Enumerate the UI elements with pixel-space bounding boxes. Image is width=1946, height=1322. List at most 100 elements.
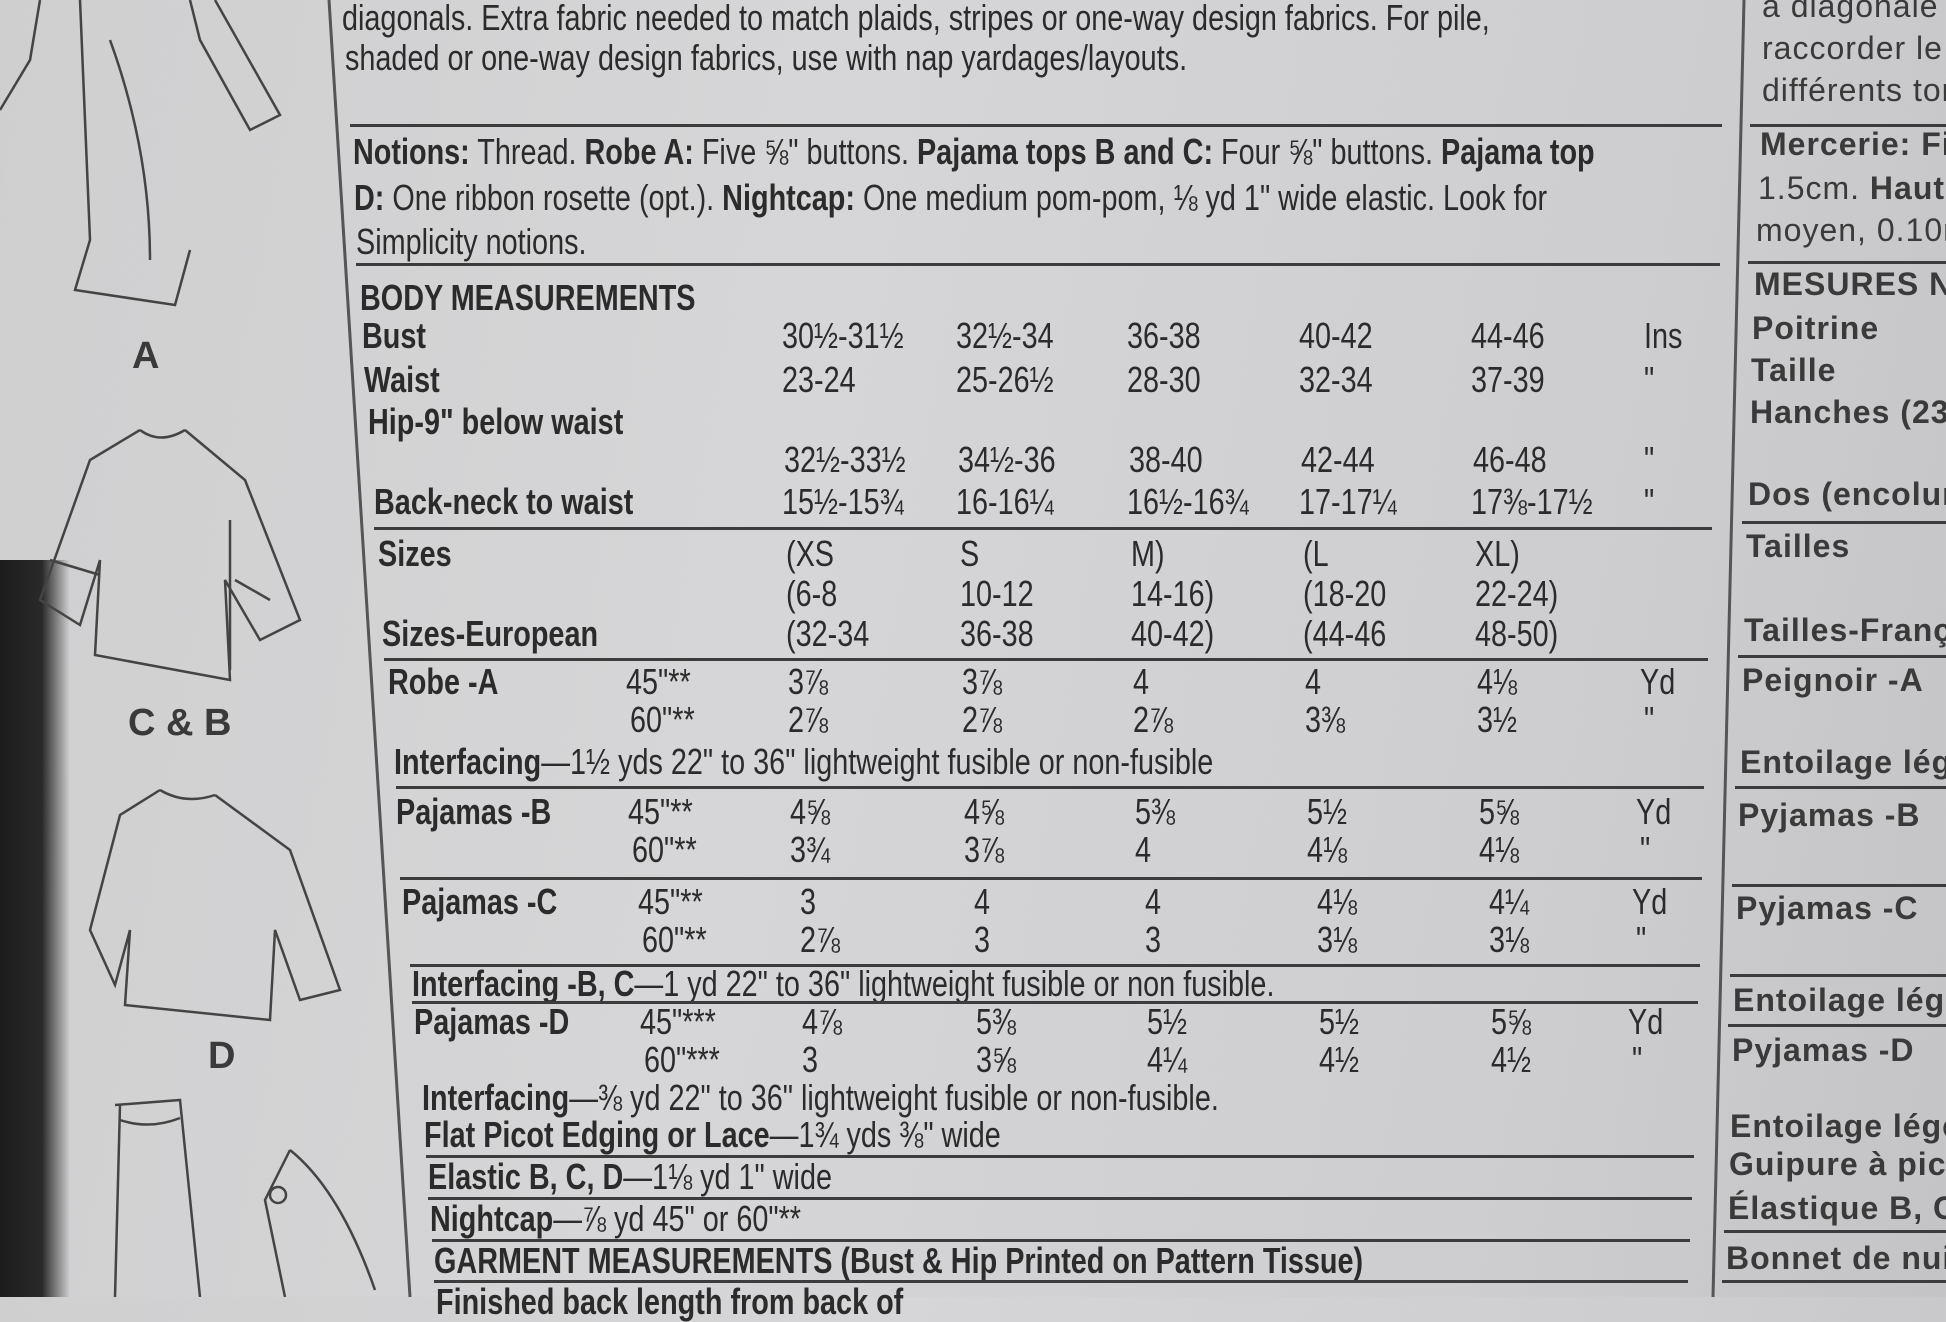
text-run: Elastic B, C, D [428,1156,624,1197]
intro-text-line: shaded or one-way design fabrics, use wi… [345,37,1188,78]
unit-label: " [1632,1039,1643,1080]
measurement-label: Waist [364,359,440,400]
yardage-value: 4¼ [1489,881,1530,922]
measurement-value: 17-17¼ [1299,481,1397,522]
yardage-value: 4 [1145,881,1162,922]
size-european-value: 40-42) [1131,613,1215,654]
sizes-label: Sizes [378,533,452,574]
measurement-label: Back-neck to waist [374,481,634,522]
text-run: One ribbon rosette (opt.). [384,177,723,218]
text-run: Notions: [353,131,470,172]
size-value: 10-12 [960,573,1034,614]
intro-text-line: diagonals. Extra fabric needed to match … [342,0,1490,38]
interfacing-note: Interfacing—⅜ yd 22" to 36" lightweight … [422,1080,1219,1116]
text-run: Nightcap: [722,177,855,218]
yardage-value: 4⅝ [964,791,1005,832]
text-run: D: [354,177,385,218]
unit-label: " [1644,699,1655,740]
text-run: GARMENT MEASUREMENTS (Bust & Hip Printed… [434,1240,1364,1281]
measurement-value: 44-46 [1471,315,1545,356]
fabric-width: 45"** [626,661,691,702]
measurement-value: 34½-36 [958,439,1056,480]
yardage-value: 3 [800,881,817,922]
yardage-value: 3⅞ [788,661,829,702]
measurement-label: Hip-9" below waist [368,401,624,442]
french-text-line: différents tor [1762,72,1946,108]
measurement-value: 38-40 [1129,439,1203,480]
text-run: —1½ yds 22" to 36" lightweight fusible o… [541,741,1214,782]
fabric-width: 60"** [630,699,695,740]
yardage-value: 5⅝ [1479,791,1520,832]
french-text-line: moyen, 0.10m [1756,212,1946,248]
yardage-value: 4 [974,881,991,922]
size-value: XL) [1475,533,1520,574]
size-value: (6-8 [786,573,838,614]
text-run: Flat Picot Edging or Lace [424,1114,770,1155]
french-text-line: Pyjamas -B [1738,797,1921,833]
yardage-value: 3 [1145,919,1162,960]
unit-label: Yd [1640,661,1676,702]
background-shadow [0,560,70,1297]
view-label-d: D [208,1035,236,1077]
yardage-value: 5⅝ [1491,1001,1532,1042]
unit-label: Yd [1628,1001,1664,1042]
size-value: 22-24) [1475,573,1559,614]
french-text-line: Mercerie: Fi [1760,126,1946,162]
divider-rule [374,527,1712,530]
yardage-value: 3¾ [790,829,831,870]
french-text-line: Élastique B, C, I [1728,1190,1946,1226]
yardage-value: 3⅜ [1305,699,1346,740]
text-run: —⅜ yd 22" to 36" lightweight fusible or … [569,1077,1219,1118]
text-run: Interfacing [394,741,542,782]
divider-rule [432,1239,1690,1242]
measurement-value: 37-39 [1471,359,1545,400]
size-value: (L [1303,533,1329,574]
text-run: Five ⅝" buttons. [693,131,917,172]
french-text-line: Poitrine [1752,310,1880,346]
yardage-value: 5½ [1307,791,1348,832]
yardage-row-label: Pajamas -D [414,1001,570,1042]
yardage-value: 3⅞ [962,661,1003,702]
divider-rule [1722,1280,1946,1283]
measurement-value: 32-34 [1299,359,1373,400]
measurement-value: 16½-16¾ [1127,481,1249,522]
divider-rule [384,658,1708,661]
french-text-line: Entoilage léger [1730,1108,1946,1144]
french-text-line: Pyjamas -D [1732,1032,1915,1068]
yardage-value: 5⅜ [976,1001,1017,1042]
unit-label: " [1644,481,1655,522]
french-text-line: Hanches (23c [1750,394,1946,430]
french-text-line: Guipure à picot [1729,1146,1946,1182]
garment-sketches-panel: A C & B D [0,0,420,1297]
yardage-value: 4⅛ [1317,881,1358,922]
unit-label: " [1644,439,1655,480]
french-text-line: Taille [1751,352,1837,388]
picot-note: Flat Picot Edging or Lace—1¾ yds ⅜" wide [424,1117,1001,1153]
garment-sketches [0,0,412,1297]
yardage-value: 5½ [1147,1001,1188,1042]
french-text-line: raccorder le [1762,30,1943,66]
measurement-value: 32½-33½ [784,439,906,480]
yardage-value: 5⅜ [1135,791,1176,832]
french-text-line: Pyjamas -C [1736,890,1919,926]
fabric-width: 60"*** [644,1039,720,1080]
interfacing-note: Interfacing—1½ yds 22" to 36" lightweigh… [394,744,1213,780]
divider-rule [356,263,1720,266]
text-run: Interfacing -B, C [412,963,635,1004]
divider-rule [1732,884,1946,887]
garment-measurements-title: GARMENT MEASUREMENTS (Bust & Hip Printed… [434,1243,1363,1279]
fabric-width: 45"** [628,791,693,832]
text-run: Robe A: [584,131,694,172]
divider-rule [426,1155,1694,1158]
yardage-value: 4½ [1319,1039,1360,1080]
fabric-width: 45"** [638,881,703,922]
yardage-row-label: Pajamas -C [402,881,558,922]
yardage-value: 5½ [1319,1001,1360,1042]
sizes-european-label: Sizes-European [382,613,599,654]
measurement-label: Bust [362,315,426,356]
unit-label: " [1644,359,1655,400]
unit-label: " [1640,829,1651,870]
view-label-cb: C & B [128,702,232,744]
fabric-width: 60"** [642,919,707,960]
